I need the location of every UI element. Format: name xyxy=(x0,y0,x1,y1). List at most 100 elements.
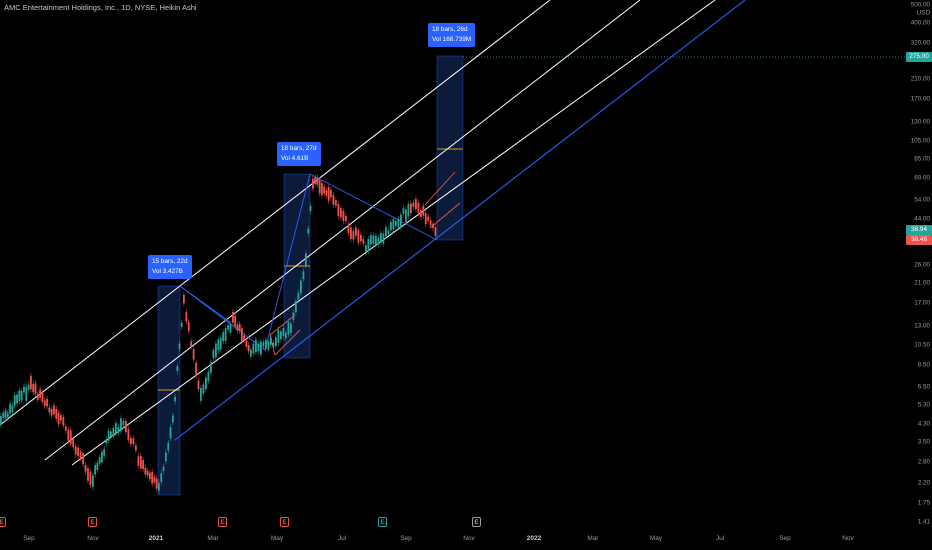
earnings-event-icon[interactable]: E xyxy=(472,517,481,527)
price-tick: 17.00 xyxy=(914,299,930,307)
candle-body xyxy=(132,438,135,445)
candle-body xyxy=(115,423,117,434)
candle-body xyxy=(130,437,132,445)
candle-body xyxy=(190,341,193,347)
candle-body xyxy=(112,427,115,437)
candle-body xyxy=(362,239,365,244)
candle-body xyxy=(360,234,362,242)
candle-body xyxy=(25,387,28,401)
candle-body xyxy=(27,384,30,390)
candle-body xyxy=(140,455,142,469)
price-tick: 54.00 xyxy=(914,196,930,204)
candle-body xyxy=(43,400,46,407)
candle-body xyxy=(67,429,70,441)
candle-body xyxy=(64,426,67,431)
candle-body xyxy=(325,190,328,196)
candle-body xyxy=(238,323,241,331)
measurement-bars: 15 bars, 22d xyxy=(152,258,188,265)
earnings-event-icon[interactable]: E xyxy=(0,517,6,527)
time-tick: Jul xyxy=(715,535,725,542)
candle-body xyxy=(424,213,427,225)
candle-body xyxy=(32,383,35,393)
price-tick: 105.00 xyxy=(910,137,930,145)
candle-body xyxy=(367,239,370,252)
candle-body xyxy=(420,210,422,218)
flag-line xyxy=(274,329,301,356)
candle-body xyxy=(292,312,295,320)
time-tick: Sep xyxy=(23,535,35,542)
measurement-bars: 18 bars, 26d xyxy=(432,26,468,33)
candle-body xyxy=(390,221,392,231)
candle-body xyxy=(195,362,197,376)
candle-body xyxy=(149,472,151,480)
candle-body xyxy=(402,208,405,214)
candle-body xyxy=(197,380,200,390)
candle-body xyxy=(217,339,220,351)
channel-line xyxy=(44,0,641,461)
candle-body xyxy=(89,471,92,485)
candle-body xyxy=(267,341,270,350)
price-tick: 1.41 xyxy=(917,518,930,526)
price-tick: 85.00 xyxy=(914,155,930,163)
candle-body xyxy=(185,312,188,322)
candle-body xyxy=(183,294,185,304)
candle-body xyxy=(153,476,156,483)
price-tick: 69.00 xyxy=(914,174,930,182)
price-tick: 6.50 xyxy=(917,383,930,391)
candle-body xyxy=(13,395,16,406)
candle-body xyxy=(36,394,39,400)
candle-body xyxy=(321,183,323,196)
candle-body xyxy=(110,431,112,437)
price-tick: 26.00 xyxy=(914,261,930,269)
candle-body xyxy=(410,203,412,214)
measurement-label[interactable]: 18 bars, 26d Vol 168.739M xyxy=(428,23,476,47)
candle-body xyxy=(41,392,44,402)
candle-body xyxy=(158,482,160,491)
candle-body xyxy=(243,335,246,341)
candle-body xyxy=(142,460,145,470)
candle-body xyxy=(305,253,307,266)
measurement-label[interactable]: 15 bars, 22d Vol 3.427B xyxy=(148,255,192,279)
candle-body xyxy=(74,446,77,455)
candle-body xyxy=(151,471,154,484)
candle-body xyxy=(57,412,60,425)
earnings-event-icon[interactable]: E xyxy=(88,517,97,527)
earnings-event-icon[interactable]: E xyxy=(218,517,227,527)
candle-body xyxy=(385,227,387,237)
candle-body xyxy=(270,337,272,345)
candle-body xyxy=(309,205,312,212)
candle-body xyxy=(30,375,32,390)
measurement-label[interactable]: 18 bars, 27d Vol 4.61B xyxy=(277,142,321,166)
candle-body xyxy=(262,341,265,347)
price-tick: 2.80 xyxy=(917,458,930,466)
time-tick: May xyxy=(649,535,663,542)
support-trendline xyxy=(174,0,746,441)
candle-body xyxy=(227,325,229,330)
candle-body xyxy=(127,429,130,440)
candle-body xyxy=(352,231,355,240)
price-badge-last: 38.94 xyxy=(906,225,932,235)
candle-body xyxy=(135,445,137,451)
price-axis[interactable]: 500.00 USD 400.00 320.00 210.00 170.00 1… xyxy=(905,0,932,550)
earnings-event-icon[interactable]: E xyxy=(378,517,387,527)
candle-body xyxy=(332,195,335,205)
candle-body xyxy=(427,216,430,221)
candle-body xyxy=(167,443,170,451)
price-currency: USD xyxy=(916,9,930,17)
time-tick: Sep xyxy=(779,535,791,542)
candle-body xyxy=(94,465,97,475)
candle-body xyxy=(236,324,239,331)
candle-body xyxy=(210,362,212,373)
candle-body xyxy=(215,343,217,358)
candle-body xyxy=(250,349,252,357)
candle-body xyxy=(422,205,425,216)
earnings-event-icon[interactable]: E xyxy=(280,517,289,527)
price-tick: 10.50 xyxy=(914,341,930,349)
candle-body xyxy=(16,394,18,404)
candle-body xyxy=(272,342,275,348)
candle-body xyxy=(224,328,227,342)
price-tick: 210.00 xyxy=(910,75,930,83)
time-tick: Jul xyxy=(337,535,347,542)
